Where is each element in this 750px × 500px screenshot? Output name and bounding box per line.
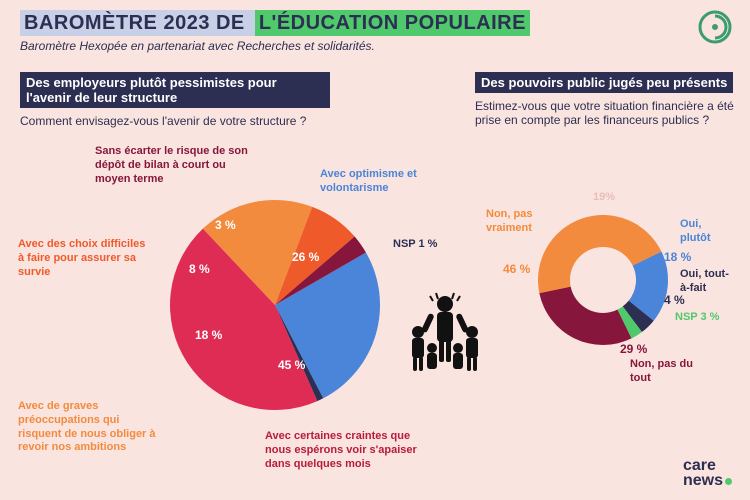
slice-label: Avec optimisme et volontarisme bbox=[320, 168, 440, 196]
title-part2: L'ÉDUCATION POPULAIRE bbox=[255, 10, 530, 36]
title-part1: BAROMÈTRE 2023 DE bbox=[20, 10, 255, 36]
infographic-canvas: BAROMÈTRE 2023 DE L'ÉDUCATION POPULAIRE … bbox=[0, 0, 750, 500]
slice-label: Avec des choix difficiles à faire pour a… bbox=[18, 238, 148, 279]
slice-pct: 18 % bbox=[664, 250, 691, 264]
slice-label: Oui, plutôt bbox=[680, 218, 730, 246]
slice-label: NSP 1 % bbox=[393, 238, 453, 252]
carenews-logo: care news bbox=[683, 458, 732, 488]
slice-pct: 46 % bbox=[503, 262, 530, 276]
carenews-line2: news bbox=[683, 472, 723, 489]
slice-pct: 26 % bbox=[292, 250, 319, 264]
pie-slice bbox=[275, 237, 366, 305]
carenews-dot-icon bbox=[725, 478, 732, 485]
title-block: BAROMÈTRE 2023 DE L'ÉDUCATION POPULAIRE … bbox=[20, 12, 530, 53]
slice-pct: 29 % bbox=[620, 342, 647, 356]
hexopee-logo-icon bbox=[698, 10, 732, 49]
people-icon bbox=[400, 290, 490, 385]
left-heading: Des employeurs plutôt pessimistes pour l… bbox=[20, 72, 330, 108]
slice-label: Non, pas du tout bbox=[630, 358, 710, 386]
slice-pct: 8 % bbox=[189, 262, 210, 276]
left-section: Des employeurs plutôt pessimistes pour l… bbox=[20, 72, 460, 128]
subtitle: Baromètre Hexopée en partenariat avec Re… bbox=[20, 39, 530, 53]
left-question: Comment envisagez-vous l'avenir de votre… bbox=[20, 114, 460, 128]
pie-slice bbox=[275, 305, 323, 401]
slice-pct: 3 % bbox=[215, 218, 236, 232]
donut-slice bbox=[538, 215, 661, 293]
slice-pct: 4 % bbox=[664, 293, 685, 307]
slice-label: 19% bbox=[593, 191, 633, 205]
slice-label: Non, pas vraiment bbox=[486, 208, 546, 236]
donut-slice bbox=[623, 301, 654, 332]
slice-label: NSP 3 % bbox=[675, 311, 735, 325]
slice-label: Avec de graves préoccupations qui risque… bbox=[18, 400, 158, 455]
slice-pct: 45 % bbox=[278, 358, 305, 372]
slice-pct: 18 % bbox=[195, 328, 222, 342]
right-section: Des pouvoirs public jugés peu présents E… bbox=[475, 72, 735, 127]
main-title: BAROMÈTRE 2023 DE L'ÉDUCATION POPULAIRE bbox=[20, 12, 530, 35]
right-question: Estimez-vous que votre situation financi… bbox=[475, 99, 735, 127]
slice-label: Avec certaines craintes que nous espéron… bbox=[265, 430, 435, 471]
pie-slice bbox=[275, 253, 380, 399]
donut-slice bbox=[539, 287, 631, 345]
slice-label: Oui, tout-à-fait bbox=[680, 268, 735, 296]
donut-slice bbox=[617, 306, 641, 338]
donut-slice bbox=[629, 252, 668, 321]
slice-label: Sans écarter le risque de son dépôt de b… bbox=[95, 145, 255, 186]
right-heading: Des pouvoirs public jugés peu présents bbox=[475, 72, 733, 93]
